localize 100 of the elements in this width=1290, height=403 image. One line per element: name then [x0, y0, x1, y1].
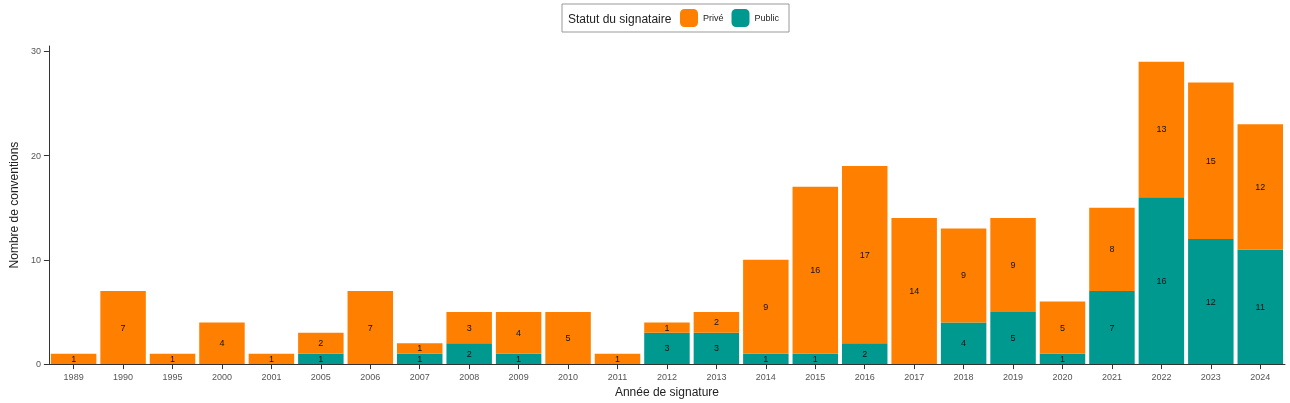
data-label: 2	[862, 348, 868, 359]
x-tick-label: 2015	[805, 371, 826, 382]
data-label: 12	[1205, 296, 1216, 307]
data-label: 1	[763, 353, 769, 364]
bar	[495, 311, 542, 354]
data-label: 8	[1109, 244, 1115, 255]
data-label: 9	[961, 270, 967, 281]
data-label: 5	[565, 333, 571, 344]
y-axis-title: Nombre de conventions	[7, 141, 21, 269]
bar	[1237, 249, 1284, 365]
x-tick-label: 2011	[607, 371, 628, 382]
data-label: 3	[713, 343, 719, 354]
data-label: 1	[417, 343, 423, 354]
bar	[100, 291, 146, 365]
bar	[149, 353, 196, 365]
data-label: 1	[268, 353, 274, 364]
y-tick-label: 30	[30, 46, 41, 57]
x-tick-label: 1995	[162, 371, 183, 382]
bar	[792, 186, 839, 354]
x-tick-label: 2021	[1101, 371, 1122, 382]
bar	[1138, 197, 1185, 365]
data-label: 9	[1010, 260, 1016, 271]
x-tick-label: 2009	[508, 371, 529, 382]
bar	[841, 165, 888, 344]
data-label: 4	[961, 338, 967, 349]
data-label: 3	[664, 343, 670, 354]
x-tick-label: 1989	[63, 371, 84, 382]
bar	[1188, 82, 1234, 239]
x-tick-label: 2007	[409, 371, 430, 382]
data-label: 1	[615, 353, 621, 364]
x-tick-label: 2022	[1151, 371, 1172, 382]
bar	[693, 332, 740, 365]
bar	[446, 343, 492, 365]
y-tick-label: 0	[35, 359, 41, 370]
x-tick-label: 2010	[558, 371, 579, 382]
legend-label: Privé	[703, 13, 724, 23]
data-label: 2	[466, 348, 472, 359]
data-label: 15	[1205, 155, 1216, 166]
data-label: 1	[812, 353, 818, 364]
bar	[1237, 124, 1284, 250]
bar	[199, 322, 245, 365]
bar	[446, 311, 492, 344]
data-label: 14	[909, 286, 920, 297]
data-label: 2	[318, 338, 324, 349]
x-tick-label: 2020	[1052, 371, 1073, 382]
data-label: 16	[1156, 275, 1167, 286]
x-tick-label: 2013	[706, 371, 727, 382]
data-label: 12	[1255, 181, 1266, 192]
x-axis-title: Année de signature	[614, 385, 720, 399]
bar	[1039, 353, 1086, 365]
data-label: 17	[859, 249, 870, 260]
bar	[792, 353, 839, 365]
bar	[1188, 238, 1234, 365]
bar	[743, 353, 789, 365]
data-label: 4	[516, 327, 522, 338]
x-tick-label: 2018	[953, 371, 974, 382]
legend-title: Statut du signataire	[568, 12, 672, 26]
data-label: 1	[170, 353, 176, 364]
data-label: 9	[763, 301, 769, 312]
data-label: 2	[713, 317, 719, 328]
data-label: 7	[367, 322, 373, 333]
bar	[50, 353, 97, 365]
data-label: 5	[1010, 333, 1016, 344]
data-label: 11	[1255, 301, 1265, 312]
bar	[693, 311, 740, 333]
data-label: 3	[466, 322, 472, 333]
x-tick-label: 2001	[261, 371, 282, 382]
data-label: 1	[417, 353, 423, 364]
data-label: 1	[664, 322, 670, 333]
bar	[594, 353, 641, 365]
data-label: 1	[516, 353, 522, 364]
x-tick-label: 2005	[310, 371, 331, 382]
y-tick-label: 20	[30, 150, 41, 161]
bar	[990, 311, 1036, 365]
bar	[644, 322, 690, 333]
x-tick-label: 2019	[1003, 371, 1024, 382]
bar	[990, 218, 1036, 312]
bar	[495, 353, 542, 365]
bar	[1138, 61, 1185, 198]
bar	[841, 343, 888, 365]
bar	[248, 353, 295, 365]
bar	[298, 353, 344, 365]
x-tick-label: 2008	[459, 371, 480, 382]
x-tick-label: 2006	[360, 371, 381, 382]
data-label: 7	[1109, 322, 1115, 333]
bar	[1089, 207, 1135, 292]
bar	[396, 343, 443, 354]
bar	[891, 218, 937, 365]
data-label: 16	[810, 265, 821, 276]
bar	[396, 353, 443, 365]
bar	[940, 228, 987, 323]
data-label: 1	[318, 353, 324, 364]
bar	[1039, 301, 1086, 354]
x-tick-label: 2000	[211, 371, 232, 382]
data-label: 7	[120, 322, 126, 333]
data-label: 1	[71, 353, 77, 364]
bar	[347, 291, 394, 365]
data-label: 1	[1060, 353, 1066, 364]
bar	[644, 332, 690, 365]
x-tick-label: 2024	[1250, 371, 1271, 382]
